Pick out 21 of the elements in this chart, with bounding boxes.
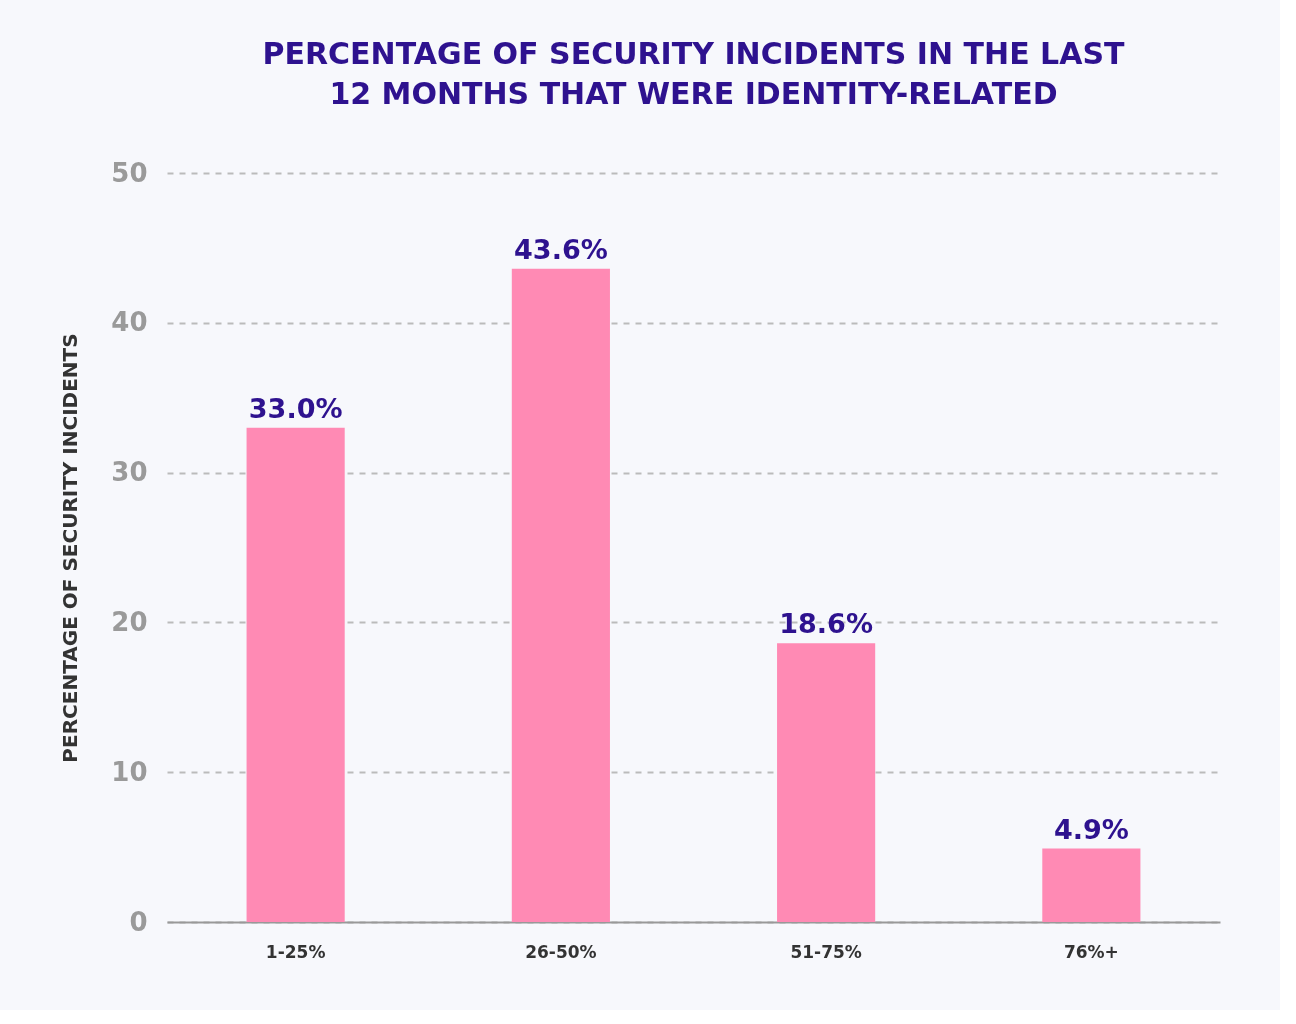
- y-tick-label: 30: [111, 457, 148, 488]
- x-tick-label: 51-75%: [790, 941, 862, 962]
- y-tick-label: 50: [111, 157, 148, 188]
- y-tick-label: 10: [111, 756, 148, 787]
- y-tick-label: 20: [111, 606, 148, 637]
- text: PERCENTAGE OF SECURITY INCIDENTS IN THE LAST: [262, 36, 1125, 71]
- bar: [1042, 848, 1141, 922]
- text: 12 MONTHS THAT WERE IDENTITY-RELATED: [329, 76, 1058, 111]
- data-label: 18.6%: [779, 608, 873, 640]
- bar: [511, 268, 610, 922]
- x-tick-label: 76%+: [1063, 941, 1119, 962]
- x-tick-label: 1-25%: [265, 941, 326, 962]
- y-axis-title: PERCENTAGE OF SECURITY INCIDENTS: [58, 333, 83, 763]
- bar: [777, 643, 876, 922]
- bar: [246, 427, 345, 922]
- data-label: 4.9%: [1053, 813, 1129, 845]
- data-label: 33.0%: [248, 392, 343, 424]
- y-tick-label: 40: [111, 307, 148, 338]
- y-tick-label: 0: [129, 906, 148, 937]
- data-label: 43.6%: [514, 233, 608, 265]
- x-tick-label: 26-50%: [525, 941, 597, 962]
